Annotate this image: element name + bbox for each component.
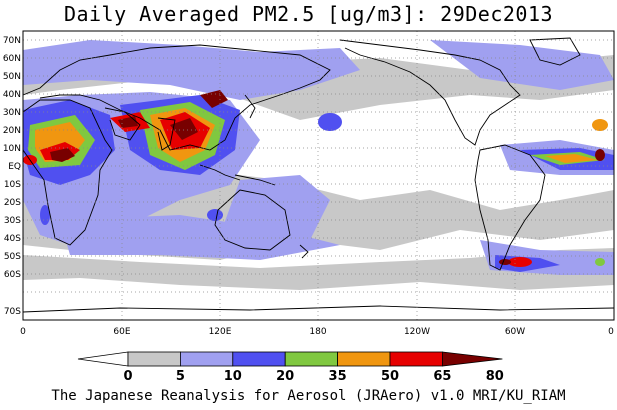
map-title: Daily Averaged PM2.5 [ug/m3]: 29Dec2013 [63,2,554,26]
colorbar-label: 20 [276,369,294,384]
coastlines [22,37,615,313]
lon-label: 0 [20,327,26,337]
lat-label: 20S [4,198,21,208]
graticule [23,31,614,320]
lon-label: 60E [113,327,130,337]
lat-label: 50S [4,252,21,262]
footer-credit: The Japanese Reanalysis for Aerosol (JRA… [51,388,566,404]
lon-label: 120E [209,327,232,337]
concentration-field [23,40,614,290]
lat-label: 70S [4,307,21,317]
colorbar-label: 10 [224,369,242,384]
lon-label: 120W [404,327,430,337]
lat-label: 40S [4,234,21,244]
lat-label: 60S [4,270,21,280]
colorbar-label: 50 [381,369,399,384]
colorbar-segment [232,351,286,367]
colorbar-segment [77,351,129,367]
lat-label: 50N [3,72,21,82]
colorbar-segment [389,351,443,367]
lat-label: 40N [3,90,21,100]
colorbar-label: 65 [433,369,451,384]
colorbar: 0 5 10 20 35 50 65 80 [77,351,504,384]
lon-label: 0 [608,327,614,337]
colorbar-label: 5 [176,369,185,384]
map-frame [22,30,615,321]
longitude-labels: 0 60E 120E 180 120W 60W 0 [20,327,614,337]
lat-label: 30S [4,216,21,226]
lon-label: 180 [309,327,326,337]
lat-label: 60N [3,54,21,64]
colorbar-label: 0 [123,369,132,384]
lat-label: EQ [8,162,21,172]
colorbar-segment [284,351,339,367]
colorbar-segment [179,351,234,367]
lat-label: 20N [3,126,21,136]
colorbar-segment [127,351,181,367]
lat-label: 30N [3,108,21,118]
lat-label: 10S [4,180,21,190]
lat-label: 70N [3,36,21,46]
colorbar-label: 80 [486,369,504,384]
colorbar-segment [441,351,503,367]
lon-label: 60W [505,327,525,337]
colorbar-segment [337,351,391,367]
colorbar-label: 35 [329,369,347,384]
latitude-labels: 70N 60N 50N 40N 30N 20N 10N EQ 10S 20S 3… [3,36,21,317]
lat-label: 10N [3,144,21,154]
